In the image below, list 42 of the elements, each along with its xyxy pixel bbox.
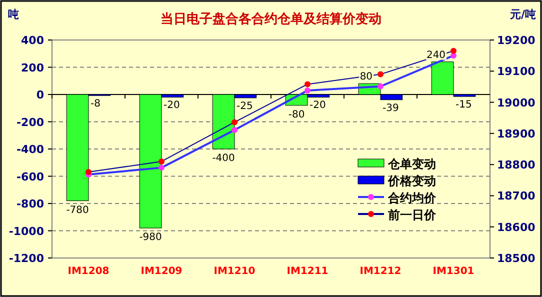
y2-tick-label: 19200 [497, 34, 536, 47]
data-label: 240 [426, 50, 446, 61]
data-label: -8 [90, 98, 100, 110]
x-tick-label: IM1212 [360, 266, 402, 277]
x-tick-label: IM1208 [68, 266, 110, 277]
y-axis-title: 吨 [8, 8, 19, 21]
legend-label: 合约均价 [387, 191, 437, 205]
y-tick-label: -800 [16, 198, 44, 210]
y2-tick-label: 18500 [497, 252, 536, 265]
data-label: -400 [212, 153, 235, 164]
x-tick-label: IM1209 [140, 266, 182, 277]
y-tick-label: 0 [36, 88, 44, 102]
data-label: -20 [310, 100, 326, 112]
data-label: -25 [236, 100, 253, 112]
data-label: 80 [360, 72, 373, 83]
y-tick-label: -1000 [8, 224, 44, 238]
x-tick-label: IM1210 [214, 266, 256, 277]
data-label: -39 [382, 102, 399, 114]
legend-label: 仓单变动 [387, 157, 436, 171]
data-label: -980 [139, 232, 162, 244]
y-tick-label: -200 [16, 116, 44, 129]
legend-label: 前一日价 [387, 208, 437, 222]
data-label: -780 [66, 204, 89, 216]
y-tick-label: -1200 [8, 252, 44, 265]
y2-tick-label: 18600 [497, 220, 536, 234]
y-tick-label: -600 [16, 170, 44, 184]
chart-title: 当日电子盘合各合约仓单及结算价变动 [160, 11, 382, 27]
y2-tick-label: 18900 [497, 127, 536, 140]
data-label: -80 [288, 109, 305, 120]
data-label: -15 [456, 100, 472, 111]
x-tick-label: IM1211 [286, 266, 328, 277]
y-tick-label: 400 [21, 34, 44, 47]
x-tick-label: IM1301 [432, 266, 474, 277]
y2-tick-label: 19100 [497, 65, 536, 78]
y2-tick-label: 18700 [497, 190, 536, 203]
y2-tick-label: 18800 [497, 158, 536, 172]
legend-label: 价格变动 [387, 174, 436, 188]
y2-tick-label: 19000 [497, 96, 536, 110]
data-label: -20 [164, 100, 180, 112]
y-tick-label: 200 [21, 61, 44, 74]
y-tick-label: -400 [16, 143, 44, 156]
y2-axis-title: 元/吨 [508, 8, 536, 21]
